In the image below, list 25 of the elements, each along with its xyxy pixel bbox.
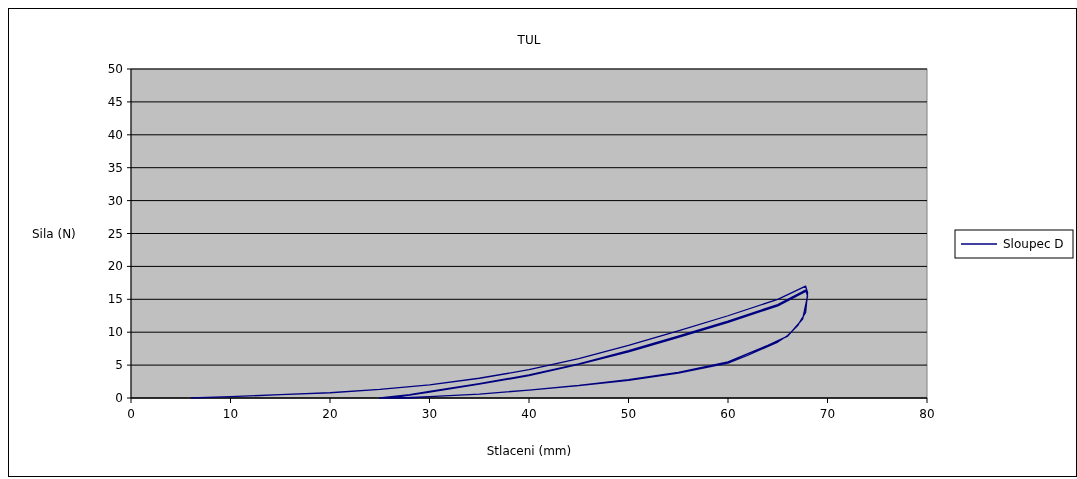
chart-title: TUL — [516, 33, 541, 47]
x-tick-label: 30 — [421, 407, 438, 421]
y-tick-label: 40 — [107, 127, 123, 142]
x-tick-label: 10 — [222, 407, 239, 421]
y-tick-label: 30 — [107, 193, 123, 208]
line-series — [190, 285, 809, 399]
y-tick-label: 20 — [107, 259, 123, 274]
x-tick-label: 50 — [620, 407, 637, 421]
y-tick-label: 50 — [107, 62, 123, 76]
x-tick-label: 0 — [127, 407, 135, 421]
x-tick-label: 60 — [720, 407, 736, 421]
y-tick-label: 15 — [107, 292, 123, 307]
y-axis-title: Sila (N) — [32, 226, 76, 241]
y-tick-label: 10 — [107, 325, 123, 340]
y-tick-label: 45 — [107, 94, 123, 109]
y-tick-label: 35 — [107, 160, 123, 175]
legend-label: Sloupec D — [1003, 237, 1064, 251]
y-tick-label: 0 — [115, 391, 123, 405]
y-tick-label: 25 — [107, 226, 123, 241]
x-axis-title: Stlaceni (mm) — [486, 444, 572, 458]
y-tick-label: 5 — [115, 358, 123, 373]
x-tick-label: 40 — [521, 407, 537, 421]
x-tick-label: 70 — [819, 407, 836, 421]
x-tick-label: 20 — [322, 407, 338, 421]
x-tick-label: 80 — [919, 407, 935, 421]
